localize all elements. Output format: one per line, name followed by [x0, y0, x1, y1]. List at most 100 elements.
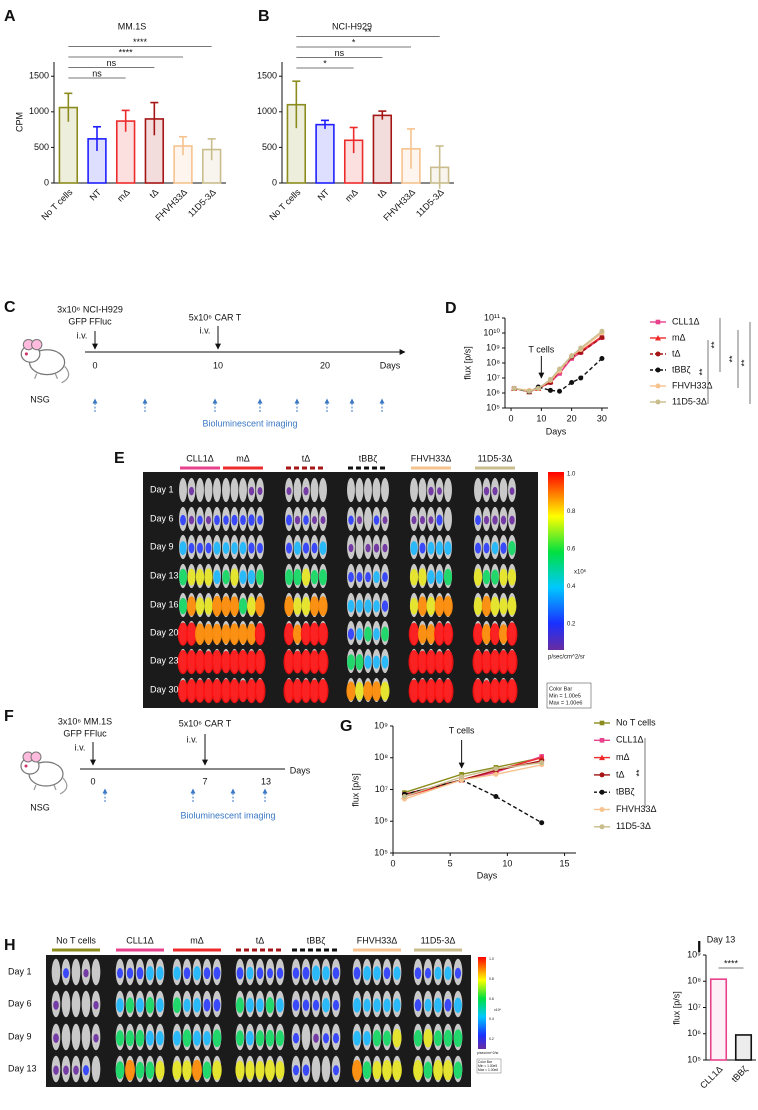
signal: [53, 1065, 59, 1075]
x-tick-label: NT: [316, 187, 332, 203]
colorbar-min: Min = 1.00e5: [478, 1064, 497, 1068]
panel-label: A: [4, 8, 16, 25]
signal: [235, 1060, 245, 1080]
signal: [383, 998, 391, 1012]
signal: [498, 679, 509, 704]
y-tick-label: 10⁸: [486, 357, 500, 367]
colorbar-exponent: x10⁶: [574, 569, 587, 576]
signal: [473, 597, 483, 616]
signal: [220, 650, 232, 674]
signal: [204, 568, 213, 586]
signal: [319, 541, 327, 555]
signal: [492, 515, 498, 525]
signal: [434, 595, 445, 617]
legend-label: tΔ: [616, 769, 625, 779]
mouse-image: [418, 477, 427, 503]
signal: [313, 1033, 319, 1043]
signal: [443, 1029, 453, 1047]
signal: [301, 568, 311, 586]
marker: [547, 387, 553, 393]
signal: [435, 541, 444, 555]
marker: [459, 772, 464, 777]
signal: [444, 541, 452, 556]
signal: [178, 597, 188, 615]
signal: [382, 572, 388, 583]
signal: [223, 515, 229, 525]
signal: [312, 999, 320, 1011]
signal: [309, 622, 320, 646]
signal: [286, 487, 292, 496]
signal: [293, 568, 302, 586]
signal: [381, 626, 389, 642]
signal: [372, 1029, 382, 1047]
signal: [433, 1030, 443, 1047]
mouse-image: [61, 1023, 71, 1051]
group-label: 11D5-3Δ: [478, 453, 513, 463]
signal: [172, 1060, 182, 1080]
signal: [195, 597, 205, 615]
y-tick-label: 10⁵: [687, 1054, 701, 1064]
signal: [436, 570, 443, 584]
colorbar-tick: 0.6: [489, 997, 494, 1001]
signal: [255, 1060, 265, 1080]
signal: [411, 516, 417, 525]
signal: [292, 967, 300, 979]
legend-label: tΔ: [672, 348, 681, 358]
signal: [265, 997, 275, 1014]
significance-label: ns: [107, 58, 117, 68]
bar: [734, 1034, 753, 1061]
x-tick-label: 0: [390, 858, 395, 868]
mouse-image: [239, 477, 247, 503]
significance-label: **: [727, 355, 737, 363]
mouse-image: [91, 1055, 101, 1083]
signal: [333, 1065, 339, 1076]
signal: [437, 487, 442, 495]
signal: [383, 1030, 391, 1046]
signal: [193, 998, 201, 1013]
signal: [434, 650, 445, 674]
y-axis-label: flux [p/s]: [671, 991, 681, 1025]
signal: [213, 541, 221, 555]
mouse-image: [222, 477, 230, 503]
group-label: FHVH33Δ: [411, 453, 452, 463]
signal: [371, 681, 382, 702]
signal: [300, 679, 312, 703]
signal: [229, 596, 240, 616]
signal: [155, 1060, 165, 1080]
marker: [655, 335, 661, 341]
signal: [179, 541, 187, 556]
colorbar-box: [476, 1058, 502, 1074]
signal: [364, 655, 372, 669]
signal: [491, 541, 499, 555]
group-label: tΔ: [302, 453, 311, 463]
signal: [145, 997, 155, 1014]
signal: [317, 622, 329, 646]
signal: [332, 967, 340, 980]
signal: [443, 568, 453, 586]
x-tick-label: NT: [88, 187, 104, 203]
signal: [73, 1065, 79, 1075]
row-label: Day 20: [150, 627, 179, 637]
x-axis-label: Days: [546, 426, 567, 436]
y-tick-label: 1000: [29, 106, 49, 116]
signal: [193, 1030, 201, 1046]
y-tick-label: 10⁶: [486, 387, 500, 397]
significance-label: ****: [133, 37, 148, 47]
signal: [230, 568, 239, 586]
signal: [491, 569, 499, 585]
treatment: 5x10⁶ CAR T: [179, 718, 232, 728]
signal: [182, 1029, 192, 1047]
signal: [202, 1061, 212, 1079]
marker: [526, 388, 532, 394]
signal: [506, 650, 518, 675]
colorbar-title: Color Bar: [478, 1060, 493, 1064]
marker: [493, 766, 499, 772]
signal: [373, 655, 380, 669]
y-tick-label: 10⁹: [687, 949, 701, 959]
route: i.v.: [200, 325, 211, 335]
signal: [83, 1065, 89, 1076]
signal: [238, 624, 248, 645]
marker: [569, 380, 575, 386]
marker: [599, 738, 605, 743]
row-label: Day 23: [150, 655, 179, 665]
